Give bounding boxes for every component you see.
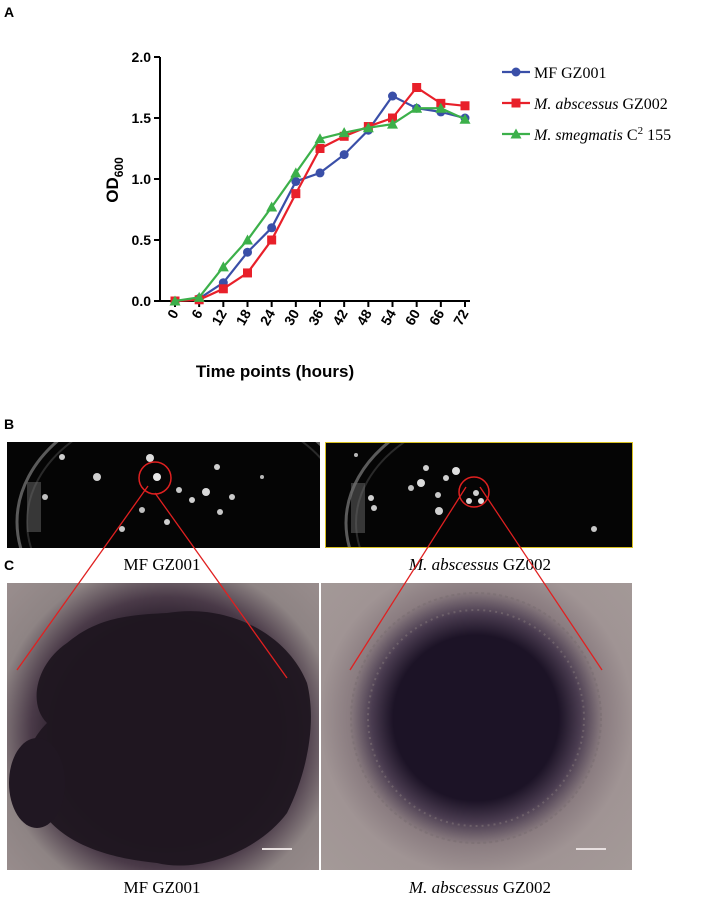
panel-c-caption-left: MF GZ001 — [62, 878, 262, 898]
series-group — [170, 91, 470, 306]
data-point — [511, 98, 521, 108]
series-line — [174, 86, 466, 303]
data-point — [460, 101, 470, 111]
data-point — [218, 284, 228, 294]
x-tick-label: 42 — [329, 306, 351, 328]
x-tick-label: 72 — [450, 306, 472, 328]
y-tick-label: 0.0 — [132, 293, 152, 309]
x-axis-title: Time points (hours) — [196, 362, 354, 381]
data-point — [411, 102, 423, 113]
panel-label-b: B — [4, 416, 15, 432]
data-point — [315, 168, 325, 178]
y-axis-title-subscript: 600 — [112, 157, 126, 177]
data-point — [193, 291, 205, 302]
plate-image-left — [15, 442, 320, 548]
x-tick-label: 54 — [377, 306, 399, 328]
panel-b-caption-right-species: M. abscessus — [408, 555, 499, 574]
x-tick-label: 24 — [257, 306, 279, 328]
data-point — [291, 189, 301, 199]
y-tick-label: 0.5 — [132, 232, 152, 248]
data-point — [314, 133, 326, 144]
data-point — [266, 201, 278, 212]
y-tick-label: 2.0 — [132, 49, 152, 65]
panel-b-caption-right-strain: GZ002 — [498, 555, 552, 574]
data-point — [388, 91, 397, 101]
plate-image-right — [344, 443, 597, 547]
legend-item: M. abscessus GZ002 — [502, 96, 668, 113]
panel-c-caption-right-species: M. abscessus — [408, 878, 499, 897]
series-group — [170, 83, 470, 306]
data-point — [435, 102, 447, 113]
legend-label: MF GZ001 — [534, 65, 606, 82]
data-point — [290, 167, 302, 178]
data-point — [243, 268, 252, 278]
micrograph-m-abscessus-gz002 — [321, 583, 632, 870]
data-point — [387, 118, 398, 129]
legend-item: MF GZ001 — [502, 65, 606, 82]
data-point — [267, 223, 277, 233]
data-point — [267, 235, 277, 245]
data-point — [217, 261, 229, 272]
petri-plate-mf-gz001 — [7, 442, 320, 548]
y-axis-title: OD600 — [103, 157, 126, 203]
data-point — [388, 113, 397, 123]
panel-c-caption-right: M. abscessus GZ002 — [355, 878, 605, 898]
x-tick-label: 48 — [353, 306, 375, 328]
x-tick-label: 66 — [426, 306, 448, 328]
data-point — [315, 144, 325, 153]
panel-c-caption-left-text: MF GZ001 — [123, 878, 201, 897]
x-tick-label: 18 — [232, 306, 254, 328]
data-point — [169, 295, 181, 306]
colony-image-left — [9, 611, 311, 866]
legend: MF GZ001 M. abscessus GZ002 M. smegmatis C… — [502, 65, 671, 144]
data-point — [412, 83, 422, 92]
y-axis-title-main: OD — [103, 177, 122, 203]
data-point — [362, 122, 374, 133]
x-tick-label: 12 — [208, 306, 230, 328]
data-point — [243, 247, 252, 257]
data-point — [459, 113, 471, 124]
x-tick-label: 30 — [281, 306, 303, 328]
growth-curve-chart: 0.00.51.01.52.00 6 12 18 24 30 36 42 48 54 60 66 72 … — [103, 49, 671, 381]
panel-label-c: C — [4, 557, 15, 573]
x-tick-label: 36 — [305, 306, 327, 328]
micrograph-mf-gz001 — [7, 583, 319, 870]
data-point — [242, 234, 253, 245]
scale-bar-right — [576, 848, 606, 850]
panel-c-caption-right-strain: GZ002 — [498, 878, 552, 897]
panel-b-caption-right: M. abscessus GZ002 — [355, 555, 605, 575]
series-group — [169, 102, 471, 306]
data-point — [511, 67, 521, 77]
panel-b-caption-left-text: MF GZ001 — [123, 555, 201, 574]
x-tick-label: 0 — [164, 306, 182, 321]
x-tick-label: 6 — [188, 306, 206, 321]
data-point — [338, 127, 350, 138]
data-point — [510, 128, 522, 139]
x-tick-label: 60 — [402, 306, 424, 328]
legend-item: M. smegmatis C2 155 — [502, 125, 671, 144]
data-point — [339, 150, 349, 160]
data-point — [291, 176, 301, 186]
colony-image-right — [350, 592, 606, 850]
y-tick-label: 1.0 — [132, 171, 152, 187]
y-tick-label: 1.5 — [132, 110, 152, 126]
panel-b-caption-left: MF GZ001 — [62, 555, 262, 575]
legend-label: M. smegmatis C2 155 — [533, 125, 671, 144]
scale-bar-left — [262, 848, 292, 850]
legend-label: M. abscessus GZ002 — [533, 96, 668, 113]
panel-label-a: A — [4, 4, 15, 20]
petri-plate-m-abscessus-gz002 — [325, 442, 633, 548]
